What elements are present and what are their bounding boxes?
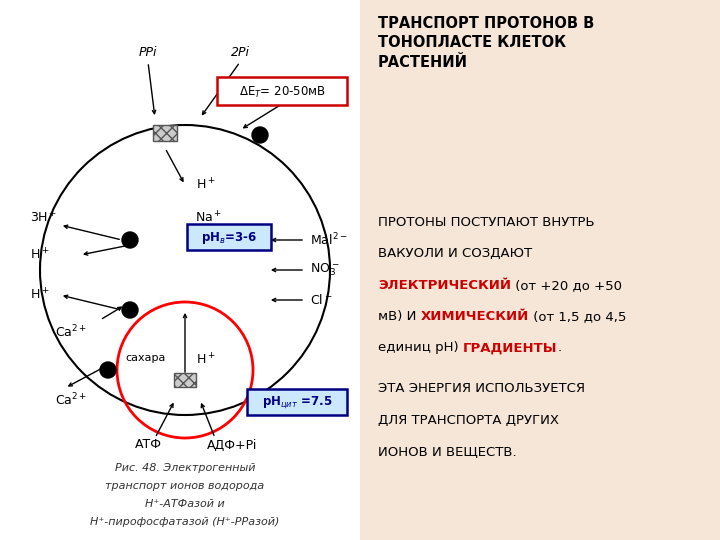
Text: Mal$^{2-}$: Mal$^{2-}$: [310, 232, 348, 248]
Text: 2Pi: 2Pi: [230, 45, 250, 58]
Text: ВАКУОЛИ И СОЗДАЮТ: ВАКУОЛИ И СОЗДАЮТ: [378, 247, 532, 260]
Text: ПРОТОНЫ ПОСТУПАЮТ ВНУТРЬ: ПРОТОНЫ ПОСТУПАЮТ ВНУТРЬ: [378, 216, 595, 229]
Text: единиц рН): единиц рН): [378, 341, 463, 354]
Text: ГРАДИЕНТЫ: ГРАДИЕНТЫ: [463, 341, 557, 354]
FancyBboxPatch shape: [247, 389, 347, 415]
Text: H$^+$: H$^+$: [30, 287, 50, 302]
Bar: [153, 125, 177, 141]
Text: .: .: [557, 341, 562, 354]
Bar: [153, 125, 177, 141]
Bar: [174, 373, 196, 387]
Text: Н⁺-пирофосфатазой (Н⁺-РРазой): Н⁺-пирофосфатазой (Н⁺-РРазой): [90, 517, 279, 527]
Text: (от 1,5 до 4,5: (от 1,5 до 4,5: [528, 310, 626, 323]
Text: 3H$^+$: 3H$^+$: [30, 211, 57, 226]
Text: ЭТА ЭНЕРГИЯ ИСПОЛЬЗУЕТСЯ: ЭТА ЭНЕРГИЯ ИСПОЛЬЗУЕТСЯ: [378, 382, 585, 395]
Text: мВ) И: мВ) И: [378, 310, 420, 323]
Circle shape: [252, 392, 268, 408]
Text: Ca$^{2+}$: Ca$^{2+}$: [55, 323, 87, 340]
Text: H$^+$: H$^+$: [196, 352, 215, 368]
Text: (от +20 до +50: (от +20 до +50: [511, 279, 622, 292]
Text: ЭЛЕКТРИЧЕСКИЙ: ЭЛЕКТРИЧЕСКИЙ: [378, 279, 511, 292]
Text: ΔE$_Т$= 20-50мВ: ΔE$_Т$= 20-50мВ: [238, 84, 325, 99]
FancyBboxPatch shape: [217, 77, 347, 105]
Text: АДФ+Pi: АДФ+Pi: [207, 438, 257, 451]
Circle shape: [122, 232, 138, 248]
Text: ТРАНСПОРТ ПРОТОНОВ В
ТОНОПЛАСТЕ КЛЕТОК
РАСТЕНИЙ: ТРАНСПОРТ ПРОТОНОВ В ТОНОПЛАСТЕ КЛЕТОК Р…: [378, 16, 594, 70]
Circle shape: [100, 362, 116, 378]
Text: АТФ: АТФ: [135, 438, 161, 451]
Text: ХИМИЧЕСКИЙ: ХИМИЧЕСКИЙ: [420, 310, 528, 323]
Text: Cl$^-$: Cl$^-$: [310, 293, 333, 307]
Text: pH$_в$=3-6: pH$_в$=3-6: [201, 230, 257, 246]
Text: транспорт ионов водорода: транспорт ионов водорода: [105, 481, 265, 491]
Bar: [360, 0, 720, 540]
FancyBboxPatch shape: [187, 224, 271, 250]
Circle shape: [252, 127, 268, 143]
Text: Na$^+$: Na$^+$: [195, 211, 222, 226]
Text: H$^+$: H$^+$: [196, 177, 215, 193]
Circle shape: [122, 302, 138, 318]
Text: pH$_{цит}$ =7.5: pH$_{цит}$ =7.5: [262, 395, 332, 411]
Text: ДЛЯ ТРАНСПОРТА ДРУГИХ: ДЛЯ ТРАНСПОРТА ДРУГИХ: [378, 414, 559, 427]
Text: Н⁺-АТФазой и: Н⁺-АТФазой и: [145, 499, 225, 509]
Bar: [0, 0, 360, 540]
Text: ИОНОВ И ВЕЩЕСТВ.: ИОНОВ И ВЕЩЕСТВ.: [378, 445, 516, 458]
Text: сахара: сахара: [125, 353, 166, 363]
Text: H$^+$: H$^+$: [30, 247, 50, 262]
Text: NO$_3^-$: NO$_3^-$: [310, 262, 339, 278]
Text: PPi: PPi: [139, 45, 157, 58]
Text: Ca$^{2+}$: Ca$^{2+}$: [55, 392, 87, 408]
Text: Рис. 48. Электрогенный: Рис. 48. Электрогенный: [114, 463, 256, 473]
Bar: [174, 373, 196, 387]
